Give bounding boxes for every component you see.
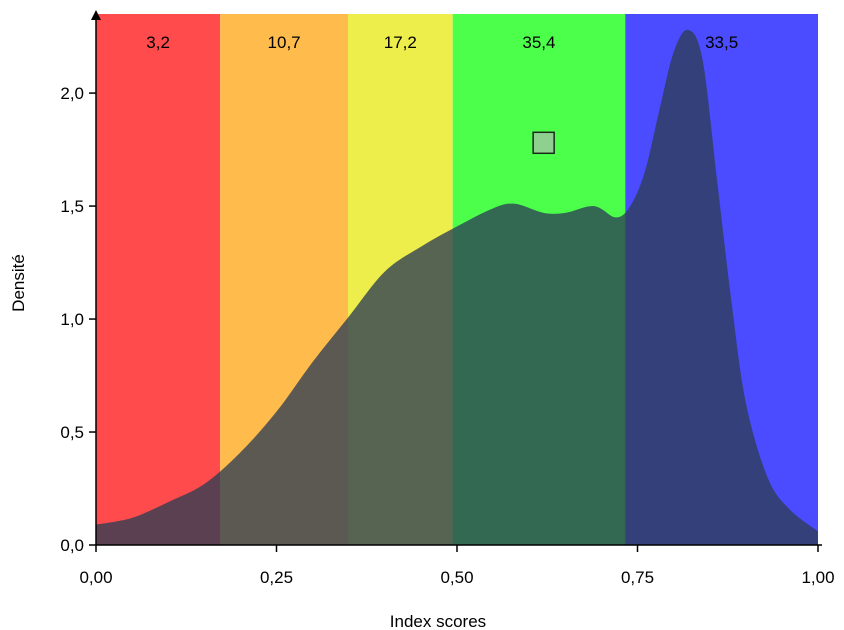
y-axis-arrow bbox=[91, 10, 101, 20]
y-tick-label-2: 1,0 bbox=[60, 310, 84, 329]
x-tick-label-2: 0,50 bbox=[440, 568, 473, 587]
density-area bbox=[96, 29, 818, 546]
x-tick-label-3: 0,75 bbox=[621, 568, 654, 587]
y-tick-label-4: 2,0 bbox=[60, 84, 84, 103]
y-axis-label: Densité bbox=[9, 254, 28, 312]
band-label-2: 17,2 bbox=[384, 33, 417, 52]
band-label-0: 3,2 bbox=[146, 33, 170, 52]
band-0 bbox=[96, 14, 221, 545]
y-tick-label-1: 0,5 bbox=[60, 423, 84, 442]
band-label-1: 10,7 bbox=[268, 33, 301, 52]
x-axis-label: Index scores bbox=[390, 612, 486, 630]
band-label-4: 33,5 bbox=[705, 33, 738, 52]
marker-square bbox=[532, 131, 555, 155]
density-layer bbox=[96, 29, 818, 546]
band-label-3: 35,4 bbox=[522, 33, 555, 52]
x-tick-label-0: 0,00 bbox=[79, 568, 112, 587]
band-labels: 3,2 10,7 17,2 35,4 33,5 bbox=[146, 33, 738, 52]
y-tick-label-0: 0,0 bbox=[60, 536, 84, 555]
marker-layer bbox=[532, 131, 555, 155]
x-tick-label-4: 1,00 bbox=[801, 568, 834, 587]
x-tick-label-1: 0,25 bbox=[260, 568, 293, 587]
y-tick-label-3: 1,5 bbox=[60, 197, 84, 216]
axes: 0,00 0,25 0,50 0,75 1,00 0,0 0,5 1,0 1,5 2,0 bbox=[60, 10, 835, 587]
